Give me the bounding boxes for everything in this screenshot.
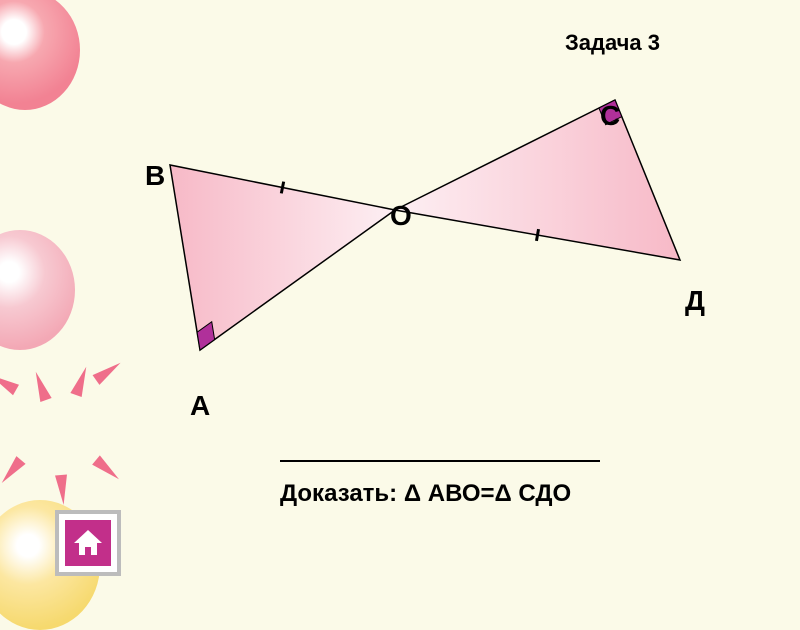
vertex-label-b: В [145, 160, 165, 192]
task-number: Задача 3 [565, 30, 660, 56]
home-button[interactable] [55, 510, 121, 576]
vertex-label-o: О [390, 200, 412, 232]
geometry-diagram [120, 80, 740, 400]
home-icon [65, 520, 111, 566]
prove-statement: Доказать: Δ АВО=Δ СДО [280, 480, 571, 508]
vertex-label-c: С [600, 100, 620, 132]
given-line [280, 430, 600, 462]
vertex-label-d: Д [685, 285, 705, 317]
vertex-label-a: А [190, 390, 210, 422]
